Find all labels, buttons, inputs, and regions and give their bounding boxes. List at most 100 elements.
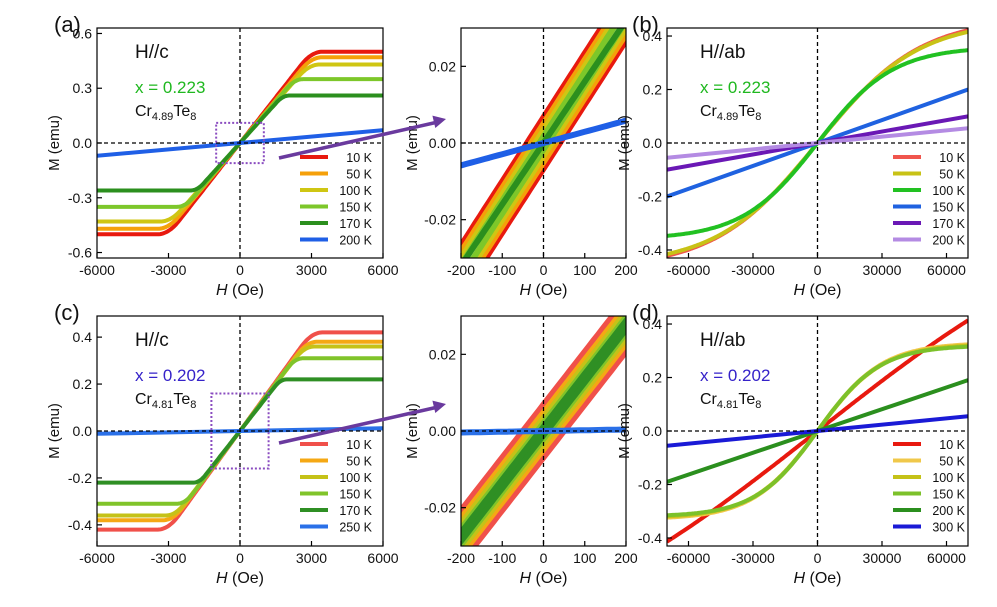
composition-x-label: x = 0.223 (700, 78, 770, 97)
x-tick-label: 3000 (296, 262, 327, 278)
y-tick-label: 0.02 (429, 346, 456, 362)
composition-x-label: x = 0.202 (700, 366, 770, 385)
y-tick-label: 0.4 (643, 316, 663, 332)
x-tick-label: -3000 (151, 262, 187, 278)
y-tick-label: 0.00 (429, 135, 456, 151)
legend-label: 10 K (939, 151, 965, 165)
zoom-box (210, 392, 270, 470)
zoom-arrow-c-head (432, 400, 446, 414)
y-tick-label: 0.02 (429, 58, 456, 74)
x-axis-title: H (Oe) (793, 570, 841, 587)
zoom-arrow-c (278, 405, 439, 445)
x-tick-label: -100 (488, 550, 516, 566)
legend-label: 200 K (932, 504, 965, 518)
legend-label: 100 K (339, 471, 372, 485)
legend-label: 150 K (339, 201, 372, 215)
legend-label: 150 K (339, 488, 372, 502)
y-tick-label: 0.3 (73, 80, 93, 96)
x-tick-label: 0 (814, 550, 822, 566)
panel-a: -6000 -3000 0 3000 6000 -0.6 -0.3 0.0 0.3 0.6 H (O… (46, 12, 399, 299)
legend-label: 250 K (339, 521, 372, 535)
y-axis-title: M (emu) (46, 403, 63, 459)
series-line-50K (461, 316, 623, 524)
y-tick-label: 0.00 (429, 423, 456, 439)
x-tick-label: 6000 (367, 262, 398, 278)
legend: 10 K 50 K 100 K 150 K 200 K 300 K (893, 438, 966, 535)
panel-label: (b) (632, 12, 659, 37)
x-tick-label: 100 (573, 550, 597, 566)
x-tick-label: 6000 (367, 550, 398, 566)
x-tick-label: -200 (447, 262, 475, 278)
panel-c: -6000 -3000 0 3000 6000 -0.4 -0.2 0.0 0.2 0.4 H (O… (46, 300, 399, 587)
y-tick-label: 0.4 (643, 28, 663, 44)
legend: 10 K 50 K 100 K 150 K 170 K 200 K (893, 151, 966, 248)
y-tick-label: -0.4 (638, 242, 662, 258)
legend-label: 50 K (346, 168, 372, 182)
panel-label: (c) (54, 300, 80, 325)
zoom-arrow-a-head (432, 115, 446, 129)
y-axis-title: M (emu) (616, 115, 633, 171)
x-tick-label: -100 (488, 262, 516, 278)
series-line-10K (461, 28, 605, 251)
legend-label: 10 K (346, 151, 372, 165)
x-tick-label: -200 (447, 550, 475, 566)
panel-label: (a) (54, 12, 81, 37)
x-axis-title: H (Oe) (793, 282, 841, 299)
series-line-170K (461, 316, 626, 538)
y-tick-label: 0.6 (73, 25, 93, 41)
composition-x-label: x = 0.202 (135, 366, 205, 385)
legend-label: 150 K (932, 201, 965, 215)
x-tick-label: -60000 (667, 262, 711, 278)
legend-label: 100 K (932, 471, 965, 485)
y-tick-label: -0.2 (638, 476, 662, 492)
x-tick-label: 60000 (927, 262, 966, 278)
composition-formula: Cr4.81Te8 (135, 391, 196, 411)
legend-label: 200 K (932, 234, 965, 248)
y-axis-title: M (emu) (404, 403, 421, 459)
x-tick-label: 0 (540, 262, 548, 278)
y-tick-label: 0.2 (643, 82, 663, 98)
legend-label: 200 K (339, 234, 372, 248)
field-label: H//ab (700, 42, 745, 63)
legend-label: 170 K (339, 217, 372, 231)
x-tick-label: -60000 (667, 550, 711, 566)
y-tick-label: -0.3 (68, 190, 92, 206)
legend-label: 50 K (346, 455, 372, 469)
x-tick-label: 30000 (863, 262, 902, 278)
y-tick-label: -0.02 (424, 500, 456, 516)
legend-label: 50 K (939, 168, 965, 182)
panel-b: -60000 -30000 0 30000 60000 -0.4 -0.2 0.0 0.2 0.4… (616, 12, 969, 299)
panel-label: (d) (632, 300, 659, 325)
legend-label: 10 K (346, 438, 372, 452)
x-tick-label: 3000 (296, 550, 327, 566)
x-tick-label: -30000 (731, 550, 775, 566)
x-tick-label: 100 (573, 262, 597, 278)
x-tick-label: 60000 (927, 550, 966, 566)
panel-d: -60000 -30000 0 30000 60000 -0.4 -0.2 0.0 0.2 0.4… (616, 300, 969, 587)
x-tick-label: -30000 (731, 262, 775, 278)
series-line-10K (461, 316, 617, 516)
composition-formula: Cr4.89Te8 (700, 103, 761, 123)
x-axis-title: H (Oe) (519, 570, 567, 587)
x-tick-label: 30000 (863, 550, 902, 566)
legend-label: 170 K (339, 504, 372, 518)
y-axis-title: M (emu) (404, 115, 421, 171)
legend: 10 K 50 K 100 K 150 K 170 K 200 K (300, 151, 373, 248)
y-axis-title: M (emu) (616, 403, 633, 459)
y-tick-label: 0.0 (73, 135, 93, 151)
y-tick-label: 0.0 (643, 423, 663, 439)
composition-formula: Cr4.81Te8 (700, 391, 761, 411)
y-tick-label: -0.2 (68, 470, 92, 486)
x-tick-label: 0 (540, 550, 548, 566)
x-axis-title: H (Oe) (216, 570, 264, 587)
legend-label: 50 K (939, 455, 965, 469)
y-tick-label: 0.2 (643, 370, 663, 386)
x-tick-label: -6000 (79, 262, 115, 278)
legend-label: 10 K (939, 438, 965, 452)
legend-label: 150 K (932, 488, 965, 502)
legend: 10 K 50 K 100 K 150 K 170 K 250 K (300, 438, 373, 535)
x-tick-label: -3000 (151, 550, 187, 566)
panel-a_zoom: -200 -100 0 100 200 -0.02 0.00 0.02 H (Oe) M (emu… (404, 27, 638, 299)
x-axis-title: H (Oe) (519, 282, 567, 299)
y-tick-label: 0.0 (643, 135, 663, 151)
